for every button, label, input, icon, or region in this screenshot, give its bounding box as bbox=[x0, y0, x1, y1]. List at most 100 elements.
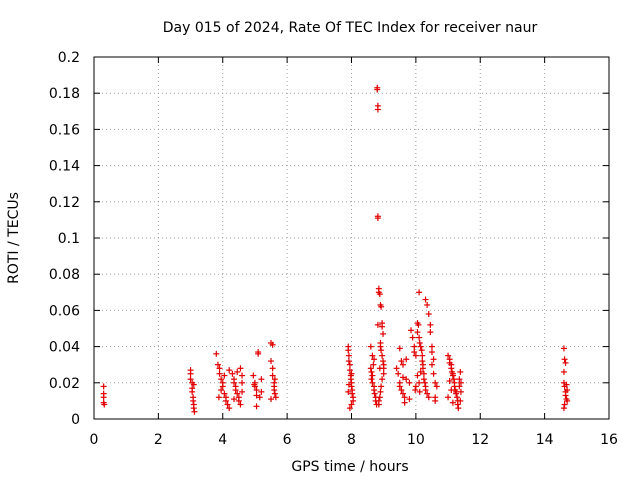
data-point bbox=[400, 390, 406, 397]
data-point bbox=[258, 388, 265, 395]
data-point bbox=[232, 387, 239, 394]
data-point bbox=[214, 361, 221, 368]
chart-title: Day 015 of 2024, Rate Of TEC Index for r… bbox=[163, 20, 538, 36]
x-tick-label: 14 bbox=[536, 432, 554, 448]
data-point bbox=[369, 372, 376, 379]
data-point bbox=[409, 334, 416, 341]
data-point bbox=[222, 397, 229, 404]
data-point bbox=[187, 376, 194, 383]
data-point bbox=[271, 376, 278, 383]
y-tick-label: 0.2 bbox=[58, 50, 80, 66]
y-tick-label: 0.06 bbox=[49, 303, 80, 319]
data-point bbox=[445, 352, 452, 359]
data-point bbox=[271, 387, 278, 394]
data-point bbox=[378, 347, 385, 354]
data-point bbox=[231, 379, 238, 386]
data-point bbox=[256, 394, 263, 401]
data-point bbox=[374, 215, 381, 222]
data-point bbox=[398, 387, 405, 394]
data-point bbox=[427, 329, 434, 336]
data-point bbox=[347, 376, 354, 383]
data-point bbox=[218, 376, 225, 383]
data-point bbox=[234, 368, 241, 375]
data-point bbox=[401, 394, 408, 401]
data-point bbox=[454, 401, 461, 408]
data-point bbox=[368, 376, 375, 383]
data-point bbox=[457, 388, 464, 395]
data-point bbox=[456, 376, 463, 383]
data-point bbox=[251, 381, 258, 388]
data-point bbox=[239, 372, 246, 379]
data-point bbox=[457, 379, 464, 386]
data-point bbox=[345, 352, 352, 359]
data-point bbox=[237, 401, 244, 408]
x-tick-label: 4 bbox=[218, 432, 227, 448]
data-point bbox=[424, 301, 431, 308]
data-point bbox=[422, 296, 429, 303]
data-point bbox=[371, 387, 378, 394]
data-point bbox=[371, 356, 378, 363]
data-point bbox=[189, 388, 196, 395]
data-point bbox=[374, 321, 381, 328]
data-point bbox=[449, 372, 456, 379]
data-point bbox=[450, 376, 457, 383]
data-point bbox=[190, 397, 197, 404]
y-tick-label: 0.08 bbox=[49, 267, 80, 283]
data-point bbox=[411, 343, 418, 350]
data-point bbox=[218, 387, 225, 394]
data-point bbox=[425, 394, 432, 401]
data-point bbox=[239, 379, 246, 386]
data-point bbox=[445, 394, 452, 401]
y-axis-label: ROTI / TECUs bbox=[6, 192, 22, 284]
x-tick-label: 8 bbox=[347, 432, 356, 448]
data-point bbox=[345, 347, 352, 354]
data-point bbox=[377, 388, 384, 395]
data-point bbox=[393, 365, 400, 372]
y-tick-label: 0.04 bbox=[49, 340, 80, 356]
data-point bbox=[401, 399, 408, 406]
data-point bbox=[421, 379, 428, 386]
data-point bbox=[271, 390, 278, 397]
data-points bbox=[100, 84, 571, 415]
data-point bbox=[416, 388, 423, 395]
data-point bbox=[348, 401, 355, 408]
data-point bbox=[454, 394, 461, 401]
data-point bbox=[253, 387, 260, 394]
data-point bbox=[456, 383, 463, 390]
data-point bbox=[370, 361, 377, 368]
data-point bbox=[420, 370, 427, 377]
data-point bbox=[432, 379, 439, 386]
data-point bbox=[235, 397, 242, 404]
data-point bbox=[428, 343, 435, 350]
data-point bbox=[272, 394, 279, 401]
data-point bbox=[562, 359, 569, 366]
data-point bbox=[419, 365, 426, 372]
data-point bbox=[380, 358, 387, 365]
data-point bbox=[416, 334, 423, 341]
axis-ticks: 0 2 4 6 8 10 12 14 16 0 0.02 0.04 0.06 0.08 0.1 0.12 0.1… bbox=[49, 50, 618, 448]
data-point bbox=[378, 303, 385, 310]
data-point bbox=[348, 370, 355, 377]
data-point bbox=[416, 379, 423, 386]
data-point bbox=[367, 365, 374, 372]
y-tick-label: 0.02 bbox=[49, 376, 80, 392]
data-point bbox=[417, 368, 424, 375]
data-point bbox=[253, 392, 260, 399]
data-point bbox=[349, 390, 356, 397]
data-point bbox=[216, 370, 223, 377]
data-point bbox=[215, 394, 222, 401]
data-point bbox=[229, 370, 236, 377]
data-point bbox=[564, 387, 571, 394]
data-point bbox=[419, 358, 426, 365]
y-tick-label: 0.14 bbox=[49, 159, 80, 175]
data-point bbox=[255, 349, 262, 356]
data-point bbox=[416, 339, 423, 346]
data-point bbox=[376, 291, 383, 298]
data-point bbox=[345, 388, 352, 395]
data-point bbox=[432, 397, 439, 404]
y-tick-label: 0.1 bbox=[58, 231, 80, 247]
data-point bbox=[457, 368, 464, 375]
data-point bbox=[411, 349, 418, 356]
data-point bbox=[250, 372, 257, 379]
